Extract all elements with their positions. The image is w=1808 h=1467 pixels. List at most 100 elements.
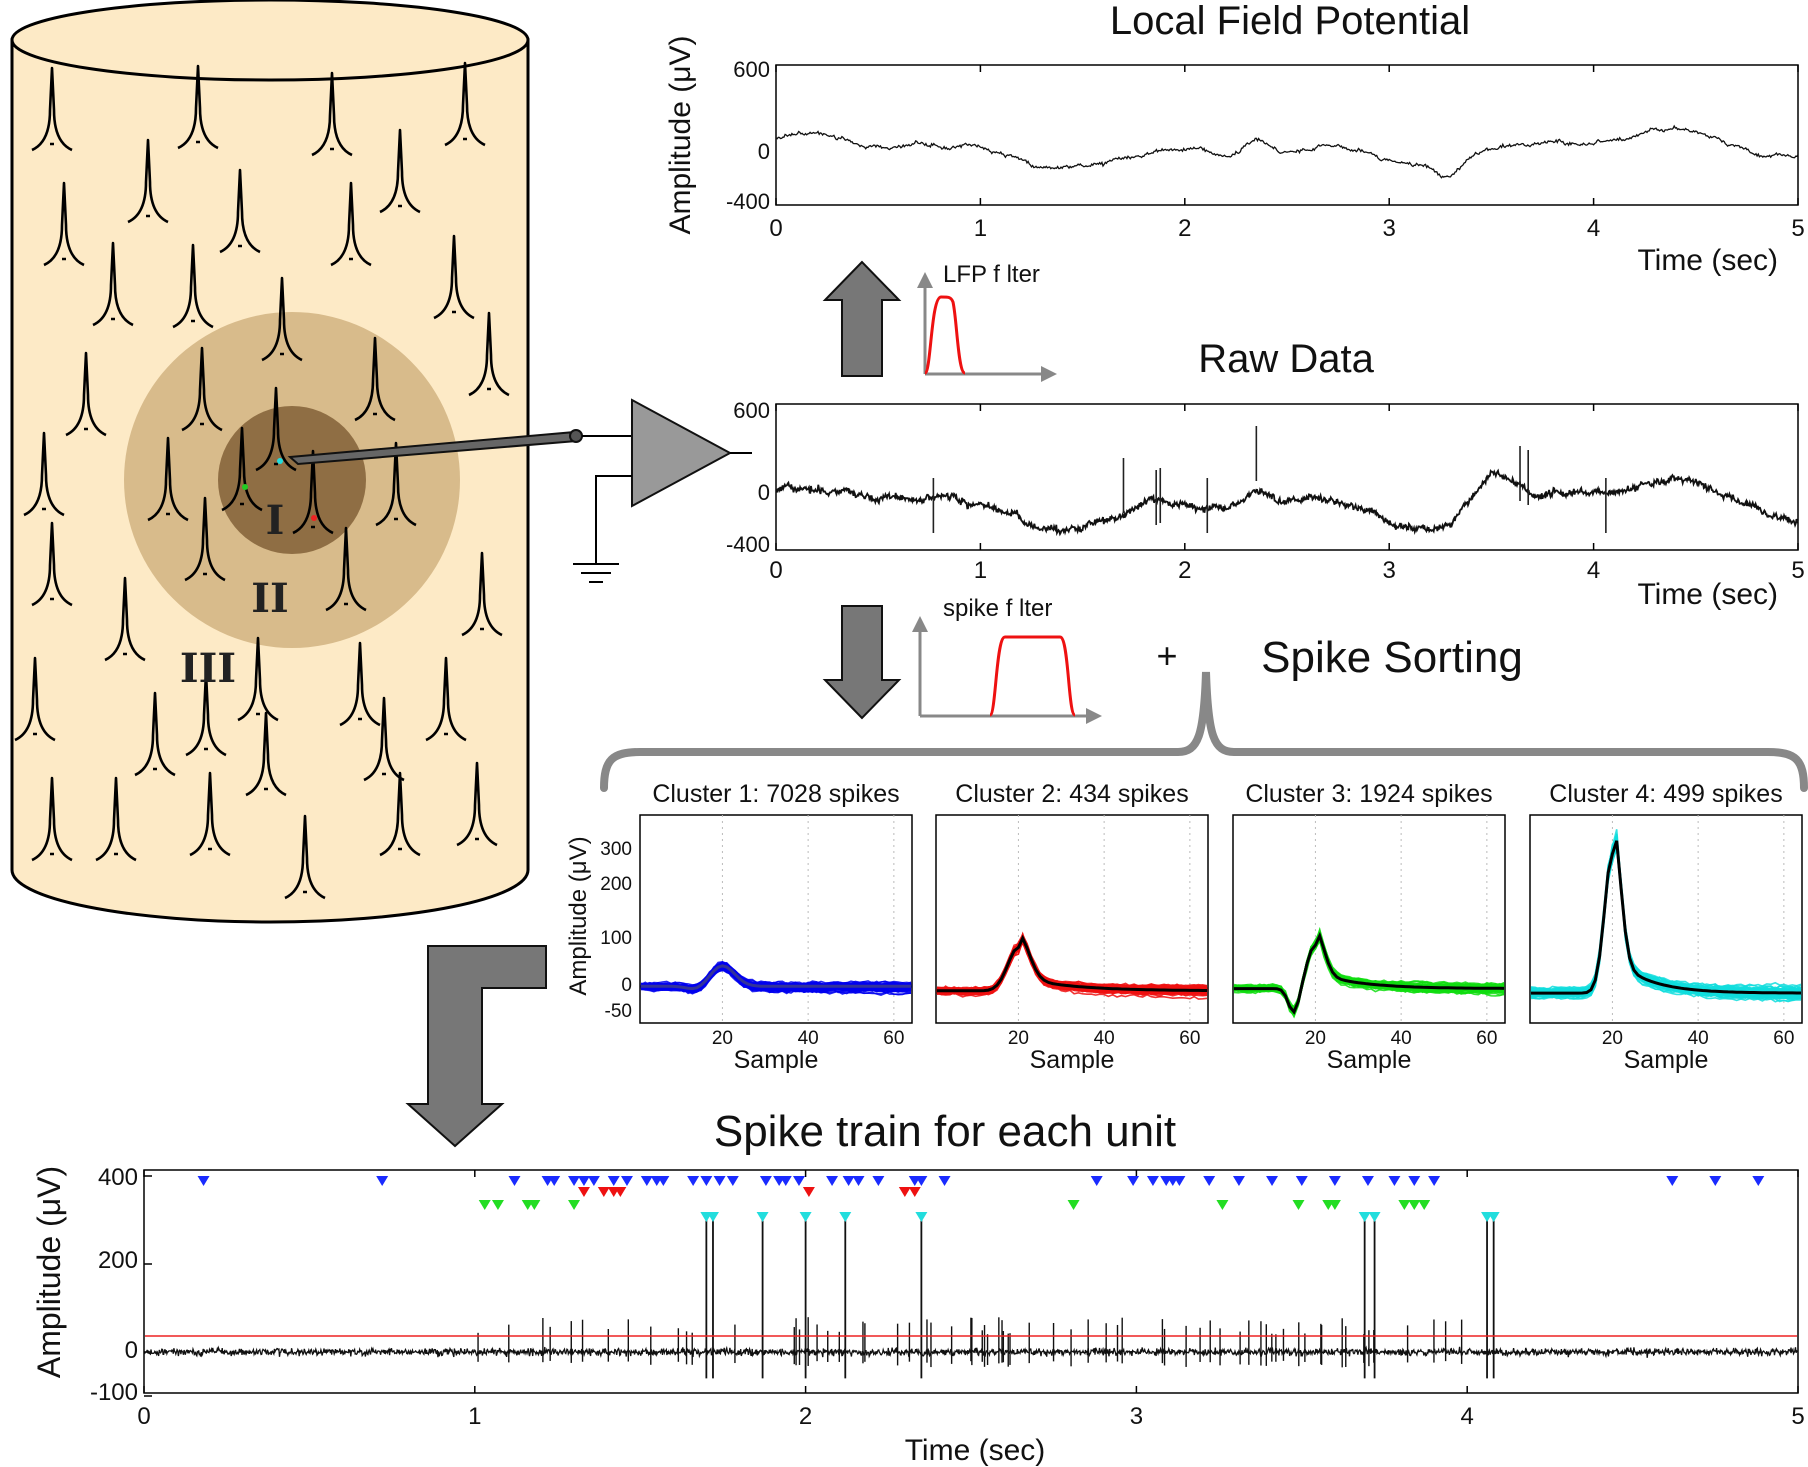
zone-label-iii: III: [180, 645, 236, 692]
neuron-icon: [444, 61, 486, 147]
unit-spike-marker: [706, 1212, 719, 1222]
cluster-panel-4: Cluster 4: 499 spikes 20 40 60 Sample: [1529, 780, 1803, 1074]
lfp-filter-icon: [917, 272, 1057, 382]
unit-spike-marker: [1203, 1176, 1216, 1186]
cluster-title: Cluster 4: 499 spikes: [1549, 780, 1782, 808]
neuron-icon: [425, 656, 467, 742]
unit-spike-marker: [568, 1176, 581, 1186]
amplifier-icon: [595, 398, 752, 563]
unit-spike-marker: [607, 1176, 620, 1186]
cluster-xlabel: Sample: [1624, 1046, 1709, 1074]
unit-spike-marker: [1292, 1200, 1305, 1210]
zone-label-ii: II: [251, 575, 288, 622]
cluster-xtick-label: 40: [1688, 1028, 1709, 1049]
neuron-population: [14, 61, 510, 900]
cluster-ylabel: Amplitude (μV): [565, 836, 592, 995]
x-tick-label: 2: [1178, 215, 1191, 242]
spike-filter-label: spike f lter: [943, 595, 1052, 622]
lfp-filter-label: LFP f lter: [943, 261, 1040, 288]
unit-spike-marker: [687, 1176, 700, 1186]
unit-spike-marker: [792, 1176, 805, 1186]
x-tick-label: 1: [974, 215, 987, 242]
raw-ytick: 600: [733, 398, 770, 423]
neuron-icon: [284, 814, 326, 900]
cluster-ytick: 100: [600, 928, 632, 949]
neuron-icon: [147, 436, 189, 522]
raw-xlabel: Time (sec): [1637, 578, 1778, 611]
lfp-axis-ticks: [775, 65, 1799, 205]
train-ytick: 400: [98, 1164, 138, 1191]
unit-spike-marker: [1328, 1200, 1341, 1210]
cluster-xtick-label: 20: [712, 1028, 733, 1049]
unit-spike-marker: [1408, 1200, 1421, 1210]
lfp-ytick: 600: [733, 57, 770, 82]
neuron-icon: [354, 336, 396, 422]
unit-spike-marker: [852, 1176, 865, 1186]
unit-spike-marker: [898, 1187, 911, 1197]
mean-waveform: [1531, 840, 1801, 995]
neuron-icon: [375, 441, 417, 527]
unit-spike-marker: [872, 1176, 885, 1186]
unit-spike-marker: [1428, 1176, 1441, 1186]
neuron-icon: [339, 641, 381, 727]
unit-spike-marker: [376, 1176, 389, 1186]
spike-waveform: [640, 967, 912, 994]
x-tick-label: 3: [1383, 557, 1396, 584]
neuron-icon: [172, 243, 214, 329]
unit-spike-marker: [657, 1176, 670, 1186]
unit-marker-red: [311, 515, 317, 521]
zone-label-i: I: [266, 497, 285, 544]
cluster-panel-3: Cluster 3: 1924 spikes 20 40 60 Sample: [1232, 780, 1506, 1074]
down-arrow-icon: [822, 605, 902, 720]
unit-spike-marker: [1266, 1176, 1279, 1186]
lfp-title: Local Field Potential: [1110, 0, 1470, 43]
unit-spike-marker: [1173, 1176, 1186, 1186]
unit-spike-marker: [577, 1187, 590, 1197]
x-tick-label: 4: [1461, 1403, 1474, 1430]
neuron-icon: [177, 64, 219, 150]
x-tick-label: 2: [799, 1403, 812, 1430]
neuron-icon: [31, 521, 73, 607]
lfp-trace: [775, 124, 1799, 179]
train-trace: [143, 1220, 1799, 1379]
neuron-icon: [292, 449, 334, 535]
unit-spike-marker: [1398, 1200, 1411, 1210]
train-ytick: -100: [90, 1379, 138, 1406]
unit-spike-marker: [726, 1176, 739, 1186]
cluster-xlabel: Sample: [1327, 1046, 1412, 1074]
x-tick-label: 0: [769, 557, 782, 584]
cluster-ytick: 200: [600, 874, 632, 895]
unit-spike-marker: [1127, 1176, 1140, 1186]
spike-filter-icon: [912, 616, 1102, 724]
raw-title: Raw Data: [1198, 337, 1374, 381]
cluster-xtick-label: 40: [1094, 1028, 1115, 1049]
cluster-panel-2: Cluster 2: 434 spikes 20 40 60 Sample: [935, 780, 1209, 1074]
neuron-icon: [456, 761, 498, 847]
unit-spike-marker: [1361, 1176, 1374, 1186]
x-tick-label: 5: [1791, 1403, 1804, 1430]
neuron-icon: [468, 311, 510, 397]
spike-waveform: [1530, 834, 1802, 991]
unit-spike-marker: [799, 1212, 812, 1222]
lfp-xtick-labels: 0 1 2 3 4 5: [769, 215, 1804, 242]
cluster-xtick-label: 20: [1602, 1028, 1623, 1049]
neuron-icon: [363, 696, 405, 782]
mean-waveform: [937, 934, 1207, 993]
raw-xtick-labels: 0 1 2 3 4 5: [769, 557, 1804, 584]
cluster-xtick-label: 20: [1008, 1028, 1029, 1049]
neuron-icon: [43, 181, 85, 267]
cluster-xtick-label: 60: [1476, 1028, 1497, 1049]
sorting-brace: [600, 671, 1808, 792]
unit-spike-marker: [1368, 1212, 1381, 1222]
neuron-icon: [95, 776, 137, 862]
train-ytick: 200: [98, 1247, 138, 1274]
unit-spike-marker: [1418, 1200, 1431, 1210]
x-tick-label: 5: [1791, 215, 1804, 242]
unit-spike-marker: [587, 1176, 600, 1186]
unit-spike-marker: [548, 1176, 561, 1186]
ground-icon: [573, 563, 619, 583]
up-arrow-icon: [822, 260, 902, 377]
unit-spike-marker: [614, 1187, 627, 1197]
unit-spike-marker: [478, 1200, 491, 1210]
